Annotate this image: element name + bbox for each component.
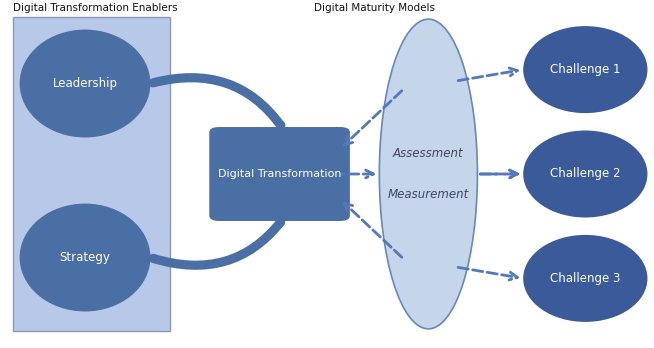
Text: Assessment: Assessment bbox=[393, 147, 464, 160]
Ellipse shape bbox=[20, 30, 150, 137]
Text: Digital Transformation Enablers: Digital Transformation Enablers bbox=[13, 3, 178, 14]
Text: Challenge 2: Challenge 2 bbox=[550, 167, 621, 181]
Ellipse shape bbox=[523, 26, 647, 113]
Text: Leadership: Leadership bbox=[52, 77, 118, 90]
FancyArrowPatch shape bbox=[153, 78, 281, 125]
FancyBboxPatch shape bbox=[209, 127, 350, 221]
Text: Digital Maturity Models: Digital Maturity Models bbox=[314, 3, 435, 14]
Text: Measurement: Measurement bbox=[388, 188, 469, 201]
Ellipse shape bbox=[523, 235, 647, 322]
FancyBboxPatch shape bbox=[13, 17, 170, 331]
Text: Challenge 1: Challenge 1 bbox=[550, 63, 621, 76]
Ellipse shape bbox=[20, 204, 150, 311]
FancyArrowPatch shape bbox=[153, 222, 281, 265]
Text: Strategy: Strategy bbox=[60, 251, 111, 264]
Ellipse shape bbox=[523, 130, 647, 218]
Text: Digital Transformation: Digital Transformation bbox=[218, 169, 341, 179]
Ellipse shape bbox=[379, 19, 477, 329]
Text: Challenge 3: Challenge 3 bbox=[550, 272, 621, 285]
